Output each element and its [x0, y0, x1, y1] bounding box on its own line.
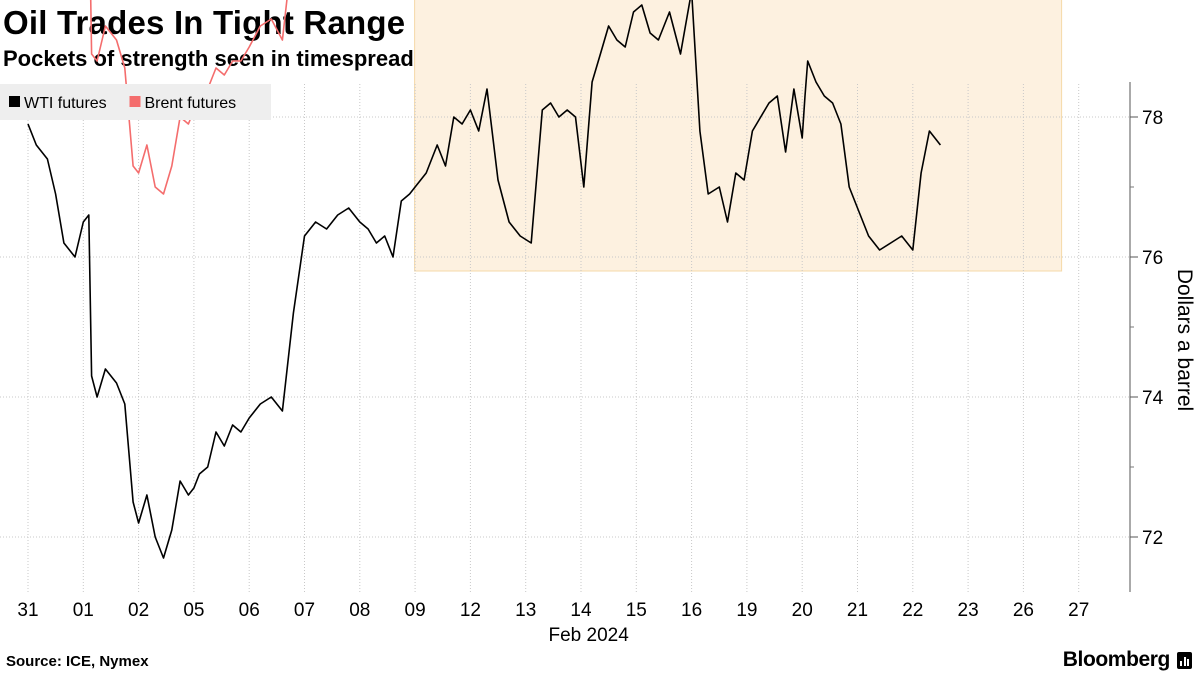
series-line-wti-futures	[27, 0, 942, 559]
x-axis-label: Feb 2024	[549, 625, 630, 646]
y-tick-label: 74	[1142, 388, 1164, 409]
source-note: Source: ICE, Nymex	[6, 653, 149, 670]
y-tick-label: 72	[1142, 528, 1163, 549]
x-tick-label: 05	[183, 600, 204, 621]
y-axis-ticks: 72747678808284	[1130, 108, 1164, 549]
x-axis-ticks: 31 01 02 05 06 07 08 09 12 13 14 15 16 19 20 21 22 23 26 27	[17, 600, 1089, 621]
legend-label: WTI futures	[24, 95, 107, 112]
x-tick-label: 22	[902, 600, 923, 621]
x-tick-label: 14	[570, 600, 592, 621]
x-tick-label: 08	[349, 600, 370, 621]
x-tick-label: 06	[239, 600, 260, 621]
legend-label: Brent futures	[145, 95, 237, 112]
x-tick-label: 07	[294, 600, 315, 621]
y-tick-label: 76	[1142, 248, 1163, 269]
x-tick-label: 02	[128, 600, 149, 621]
series-line-brent-futures	[89, 0, 288, 195]
highlight-band	[414, 0, 1063, 272]
gridlines	[0, 84, 1130, 592]
x-tick-label: 26	[1013, 600, 1034, 621]
y-tick-label: 78	[1142, 108, 1163, 129]
x-tick-label: 13	[515, 600, 536, 621]
x-tick-label: 27	[1068, 600, 1089, 621]
x-tick-label: 23	[958, 600, 979, 621]
bloomberg-logo: Bloomberg	[1062, 648, 1171, 671]
x-tick-label: 20	[792, 600, 813, 621]
x-tick-label: 09	[405, 600, 426, 621]
x-tick-label: 15	[626, 600, 647, 621]
x-tick-label: 19	[736, 600, 757, 621]
x-tick-label: 31	[17, 600, 38, 621]
bloomberg-terminal-icon	[1177, 652, 1192, 669]
y-axis-label: Dollars a barrel	[1173, 269, 1196, 411]
x-tick-label: 21	[847, 600, 868, 621]
legend-swatch	[129, 96, 141, 107]
legend-swatch	[9, 96, 20, 107]
x-tick-label: 12	[460, 600, 481, 621]
x-tick-label: 16	[681, 600, 702, 621]
x-tick-label: 01	[73, 600, 94, 621]
series-lines	[27, 0, 942, 559]
legend: WTI futures Brent futures	[9, 95, 236, 112]
